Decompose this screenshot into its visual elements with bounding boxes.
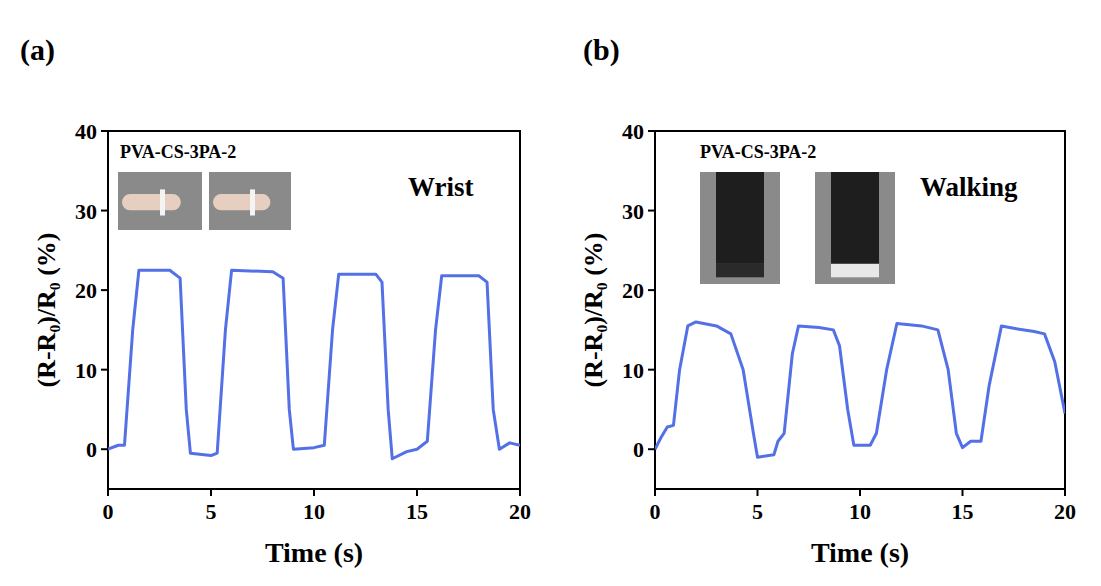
x-tick-label: 20 xyxy=(509,499,531,524)
panel: (a) 0 5 10 15 20 0 10 20 30 40 Time (s) (R-R₀)/R₀ (%… xyxy=(20,33,531,568)
x-tick xyxy=(1064,489,1066,496)
x-tick-label: 5 xyxy=(206,499,217,524)
y-tick xyxy=(648,130,655,132)
x-tick-label: 10 xyxy=(303,499,325,524)
x-tick-label: 0 xyxy=(103,499,114,524)
data-group xyxy=(655,322,1065,457)
x-tick xyxy=(416,489,418,496)
y-tick-label: 10 xyxy=(75,358,97,383)
x-tick xyxy=(859,489,861,496)
x-tick xyxy=(313,489,315,496)
y-tick xyxy=(648,448,655,450)
panel: (b) 0 5 10 15 20 0 10 20 30 40 Time (s) (R-R₀)/R₀ (%… xyxy=(579,33,1076,568)
photo-leg xyxy=(831,172,879,264)
photo-bg xyxy=(209,172,291,230)
y-axis-title: (R-R₀)/R₀ (%) xyxy=(32,233,61,388)
y-tick-label: 20 xyxy=(75,278,97,303)
photo xyxy=(815,172,895,284)
photo-arm xyxy=(122,194,181,210)
x-axis-title: Time (s) xyxy=(265,537,363,568)
y-tick xyxy=(648,289,655,291)
x-tick-label: 15 xyxy=(406,499,428,524)
x-axis-title: Time (s) xyxy=(811,537,909,568)
photo-shoe xyxy=(716,264,764,277)
x-tick xyxy=(519,489,521,496)
y-tick-label: 0 xyxy=(633,437,644,462)
y-tick xyxy=(101,289,108,291)
x-tick-label: 5 xyxy=(752,499,763,524)
x-tick-label: 0 xyxy=(650,499,661,524)
photo-bg xyxy=(700,172,780,284)
y-tick-label: 40 xyxy=(75,119,97,144)
photo-arm xyxy=(213,194,270,210)
x-tick xyxy=(757,489,759,496)
annotation: Walking xyxy=(920,172,1018,202)
sample-label: PVA-CS-3PA-2 xyxy=(120,142,236,162)
y-tick xyxy=(648,369,655,371)
y-axis-title: (R-R₀)/R₀ (%) xyxy=(579,233,608,388)
x-tick xyxy=(210,489,212,496)
y-tick xyxy=(101,448,108,450)
photo-leg xyxy=(716,172,764,264)
photo-bg xyxy=(118,172,202,230)
photo-shoe xyxy=(831,264,879,277)
x-tick-label: 15 xyxy=(952,499,974,524)
y-tick xyxy=(101,130,108,132)
data-line xyxy=(655,322,1065,457)
y-tick-label: 40 xyxy=(622,119,644,144)
x-tick-label: 10 xyxy=(849,499,871,524)
annotation: Wrist xyxy=(408,172,474,202)
photo xyxy=(700,172,780,284)
y-tick xyxy=(101,210,108,212)
sample-label: PVA-CS-3PA-2 xyxy=(700,142,816,162)
x-tick xyxy=(962,489,964,496)
y-tick xyxy=(648,210,655,212)
plot-frame xyxy=(655,131,1065,489)
y-tick-label: 30 xyxy=(622,199,644,224)
y-tick-label: 30 xyxy=(75,199,97,224)
y-tick-label: 10 xyxy=(622,358,644,383)
photo xyxy=(118,172,202,230)
data-line xyxy=(108,270,520,459)
photo-bg xyxy=(815,172,895,284)
photo-sensor xyxy=(250,189,255,215)
photo-sensor xyxy=(160,189,165,215)
y-tick-label: 0 xyxy=(86,437,97,462)
figure: (a) 0 5 10 15 20 0 10 20 30 40 Time (s) (R-R₀)/R₀ (%… xyxy=(0,0,1101,586)
photo xyxy=(209,172,291,230)
x-tick xyxy=(107,489,109,496)
panel-label: (a) xyxy=(20,33,55,67)
data-group xyxy=(108,270,520,459)
y-tick xyxy=(101,369,108,371)
panel-label: (b) xyxy=(583,33,620,67)
x-tick-label: 20 xyxy=(1054,499,1076,524)
y-tick-label: 20 xyxy=(622,278,644,303)
plot-frame xyxy=(108,131,520,489)
x-tick xyxy=(654,489,656,496)
